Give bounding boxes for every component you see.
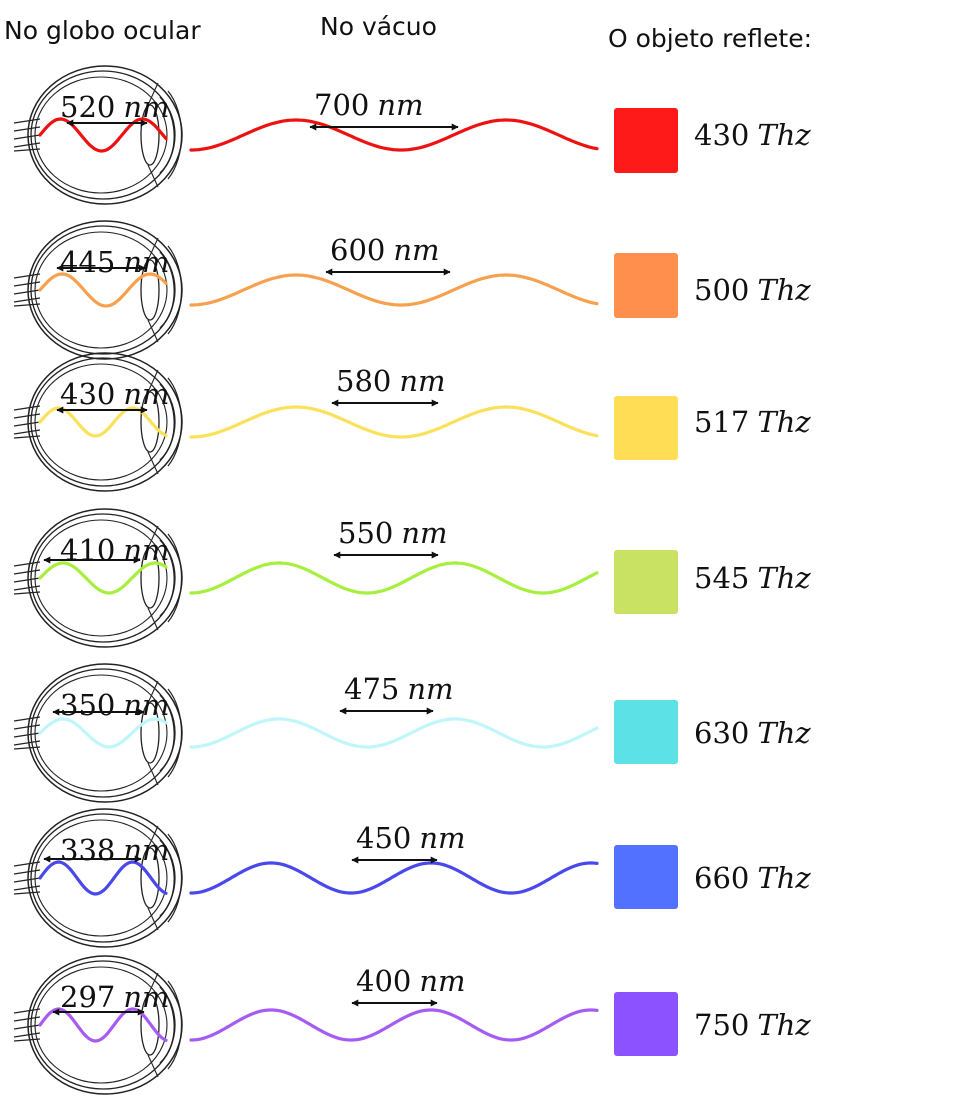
eye-wavelength-label-unit: nm (123, 90, 169, 124)
eye-wavelength-label: 410 nm (60, 533, 170, 567)
eye-wavelength-label-value: 410 (60, 533, 115, 567)
frequency-label-unit: Thz (757, 561, 811, 595)
vacuum-wave (189, 861, 599, 895)
vacuum-wavelength-label-unit: nm (399, 364, 445, 398)
frequency-label-unit: Thz (757, 716, 811, 750)
eye-wavelength-label-unit: nm (123, 533, 169, 567)
eye-wave (38, 272, 168, 308)
vacuum-wavelength-label: 450 nm (356, 821, 466, 855)
eye-wavelength-label: 297 nm (60, 980, 170, 1014)
vacuum-wavelength-label: 580 nm (336, 364, 446, 398)
frequency-label-unit: Thz (757, 273, 811, 307)
color-swatch (614, 845, 678, 909)
color-swatch (614, 550, 678, 614)
vacuum-wavelength-label-value: 475 (344, 672, 399, 706)
vacuum-wavelength-label-value: 600 (330, 233, 385, 267)
vacuum-wavelength-label-unit: nm (419, 821, 465, 855)
vacuum-wave (189, 561, 599, 595)
vacuum-wavelength-label-unit: nm (393, 233, 439, 267)
color-swatch (614, 992, 678, 1056)
vacuum-wavelength-label-value: 700 (314, 88, 369, 122)
frequency-label-value: 545 (694, 561, 749, 595)
eye-wavelength-label-value: 520 (60, 90, 115, 124)
eye-wavelength-label-value: 297 (60, 980, 115, 1014)
header-eyeball: No globo ocular (4, 16, 201, 45)
vacuum-wavelength-label: 475 nm (344, 672, 454, 706)
eye-wavelength-label-value: 338 (60, 833, 115, 867)
frequency-label-unit: Thz (757, 1008, 811, 1042)
eye-wavelength-label-value: 445 (60, 245, 115, 279)
eye-wavelength-label: 338 nm (60, 833, 170, 867)
vacuum-wavelength-label-value: 400 (356, 964, 411, 998)
eye-wavelength-label: 430 nm (60, 377, 170, 411)
vacuum-wavelength-label-unit: nm (401, 516, 447, 550)
header-object-reflects: O objeto reflete: (608, 24, 813, 53)
vacuum-wavelength-label-unit: nm (377, 88, 423, 122)
eye-wave (38, 561, 168, 595)
frequency-label-value: 517 (694, 405, 749, 439)
vacuum-wave (189, 273, 599, 307)
vacuum-wave (189, 405, 599, 439)
eye-wavelength-label: 350 nm (60, 688, 170, 722)
vacuum-wavelength-label-unit: nm (407, 672, 453, 706)
eye-wavelength-label-unit: nm (123, 688, 169, 722)
color-swatch (614, 108, 678, 173)
frequency-label-value: 750 (694, 1008, 749, 1042)
eye-wavelength-label-unit: nm (123, 245, 169, 279)
vacuum-wavelength-label: 550 nm (338, 516, 448, 550)
eye-wavelength-label-unit: nm (123, 833, 169, 867)
vacuum-wavelength-label-value: 450 (356, 821, 411, 855)
eye-wavelength-label-unit: nm (123, 377, 169, 411)
color-swatch (614, 253, 678, 318)
frequency-label: 660 Thz (694, 861, 811, 895)
vacuum-wave (189, 717, 599, 749)
frequency-label-value: 630 (694, 716, 749, 750)
vacuum-wavelength-label-value: 550 (338, 516, 393, 550)
frequency-label-unit: Thz (757, 405, 811, 439)
frequency-label: 500 Thz (694, 273, 811, 307)
eye-wavelength-label: 520 nm (60, 90, 170, 124)
color-swatch (614, 396, 678, 460)
vacuum-wave (189, 1008, 599, 1042)
frequency-label: 630 Thz (694, 716, 811, 750)
color-swatch (614, 700, 678, 764)
vacuum-wavelength-label: 700 nm (314, 88, 424, 122)
eye-wave (38, 117, 168, 153)
frequency-label: 430 Thz (694, 118, 811, 152)
frequency-label: 545 Thz (694, 561, 811, 595)
frequency-label-value: 500 (694, 273, 749, 307)
frequency-label-unit: Thz (757, 118, 811, 152)
vacuum-wave (189, 118, 599, 152)
eye-wavelength-label-value: 430 (60, 377, 115, 411)
eye-wave (38, 406, 168, 438)
eye-wavelength-label-unit: nm (123, 980, 169, 1014)
frequency-label-value: 660 (694, 861, 749, 895)
eye-wavelength-label-value: 350 (60, 688, 115, 722)
frequency-label: 517 Thz (694, 405, 811, 439)
eye-wavelength-label: 445 nm (60, 245, 170, 279)
eye-wave (38, 717, 168, 749)
vacuum-wavelength-label: 600 nm (330, 233, 440, 267)
vacuum-wavelength-label-value: 580 (336, 364, 391, 398)
frequency-label-value: 430 (694, 118, 749, 152)
frequency-label: 750 Thz (694, 1008, 811, 1042)
frequency-label-unit: Thz (757, 861, 811, 895)
vacuum-wavelength-label-unit: nm (419, 964, 465, 998)
header-vacuum: No vácuo (320, 12, 437, 41)
vacuum-wavelength-label: 400 nm (356, 964, 466, 998)
